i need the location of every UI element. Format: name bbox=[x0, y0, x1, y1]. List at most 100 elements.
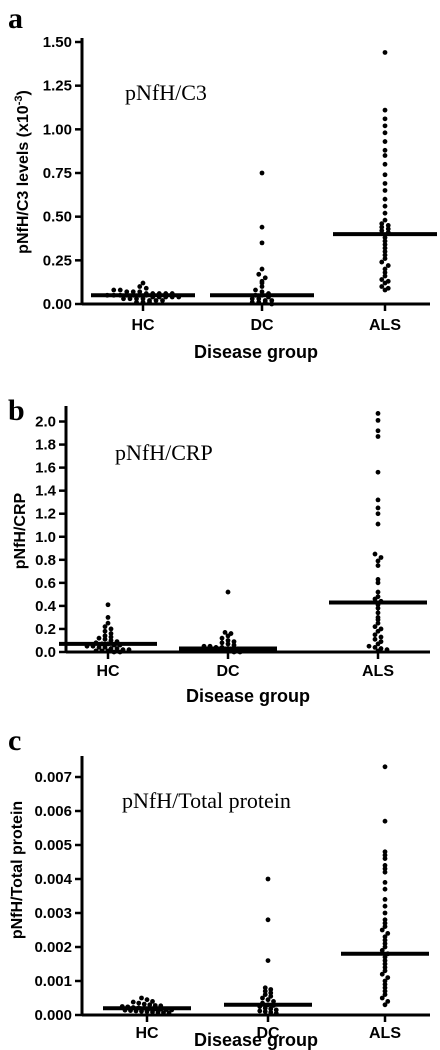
data-point bbox=[372, 596, 378, 602]
y-tick-label: 0.005 bbox=[34, 837, 72, 854]
data-point bbox=[379, 277, 385, 282]
data-point bbox=[382, 924, 388, 929]
x-tick-label: HC bbox=[135, 1025, 159, 1042]
data-point bbox=[375, 610, 381, 616]
data-point bbox=[382, 242, 388, 248]
data-point bbox=[375, 620, 381, 626]
data-point bbox=[108, 638, 114, 643]
data-point bbox=[382, 869, 388, 875]
data-point bbox=[166, 1010, 172, 1016]
data-point bbox=[237, 649, 243, 655]
data-point bbox=[379, 228, 385, 234]
data-point bbox=[140, 280, 146, 286]
data-point bbox=[231, 649, 237, 655]
y-tick-label: 0.6 bbox=[35, 575, 56, 592]
data-point bbox=[382, 965, 388, 970]
data-point bbox=[141, 1001, 147, 1007]
x-tick-label: ALS bbox=[369, 1025, 401, 1042]
data-point bbox=[147, 299, 152, 305]
data-point bbox=[126, 647, 132, 653]
data-point bbox=[93, 648, 99, 654]
y-tick-label: 1.50 bbox=[43, 34, 72, 51]
data-point bbox=[382, 273, 388, 279]
panel-label: a bbox=[8, 2, 23, 35]
data-point bbox=[382, 961, 388, 967]
x-tick-label: ALS bbox=[369, 317, 401, 334]
data-point bbox=[385, 931, 391, 936]
data-point bbox=[382, 139, 388, 144]
y-axis-title: pNfH/C3 levels (x10-3) bbox=[13, 90, 32, 254]
data-point bbox=[271, 999, 276, 1004]
data-point bbox=[372, 644, 378, 650]
data-point bbox=[382, 238, 388, 244]
data-point bbox=[382, 992, 388, 997]
panel-label: b bbox=[8, 394, 25, 427]
data-point bbox=[372, 551, 378, 557]
data-point bbox=[375, 617, 381, 623]
data-point bbox=[375, 521, 381, 527]
data-point bbox=[382, 50, 388, 55]
y-tick-label: 1.2 bbox=[35, 506, 56, 523]
data-point bbox=[150, 999, 155, 1004]
data-point bbox=[259, 170, 265, 176]
data-point bbox=[269, 301, 275, 307]
data-point bbox=[382, 252, 388, 258]
data-point bbox=[139, 995, 144, 1001]
data-point bbox=[134, 299, 139, 305]
data-point bbox=[121, 296, 126, 302]
data-point bbox=[382, 978, 388, 984]
data-point bbox=[105, 615, 111, 620]
y-tick-label: 0.003 bbox=[34, 905, 72, 922]
data-point bbox=[375, 428, 381, 434]
data-point bbox=[382, 818, 388, 824]
data-point bbox=[259, 224, 265, 230]
data-point bbox=[382, 217, 388, 223]
data-point bbox=[382, 937, 388, 943]
data-point bbox=[262, 1005, 268, 1011]
data-point bbox=[378, 634, 384, 640]
data-point bbox=[225, 633, 231, 639]
data-point bbox=[372, 632, 378, 638]
data-point bbox=[375, 434, 381, 439]
data-point bbox=[375, 641, 381, 647]
data-point bbox=[382, 245, 388, 251]
data-point bbox=[382, 968, 388, 974]
chart-title: pNfH/CRP bbox=[115, 440, 213, 465]
data-point bbox=[385, 226, 391, 232]
data-point bbox=[382, 917, 388, 923]
data-point bbox=[96, 635, 102, 641]
data-point bbox=[382, 849, 388, 855]
data-point bbox=[382, 863, 388, 868]
data-point bbox=[382, 123, 388, 129]
x-tick-label: DC bbox=[250, 317, 274, 334]
data-point bbox=[262, 275, 268, 281]
data-point bbox=[379, 948, 385, 953]
y-tick-label: 0.25 bbox=[43, 252, 72, 269]
data-point bbox=[382, 181, 388, 186]
y-tick-label: 1.6 bbox=[35, 460, 56, 477]
data-point bbox=[382, 1002, 388, 1008]
data-point bbox=[375, 648, 381, 654]
data-point bbox=[379, 927, 385, 933]
panel-label: c bbox=[8, 724, 21, 757]
data-point bbox=[378, 555, 384, 560]
data-point bbox=[269, 298, 275, 303]
data-point bbox=[117, 287, 123, 293]
data-point bbox=[140, 299, 146, 305]
data-point bbox=[134, 296, 139, 302]
data-point bbox=[268, 987, 274, 992]
data-point bbox=[382, 249, 388, 255]
y-tick-label: 1.25 bbox=[43, 78, 72, 95]
y-tick-label: 0.50 bbox=[43, 209, 72, 226]
data-point bbox=[375, 589, 381, 595]
data-point bbox=[382, 266, 388, 272]
data-point bbox=[382, 941, 388, 946]
data-point bbox=[385, 999, 391, 1004]
data-point bbox=[144, 1009, 150, 1014]
data-point bbox=[262, 985, 268, 991]
data-point bbox=[382, 910, 388, 916]
data-point bbox=[117, 649, 123, 655]
data-point bbox=[375, 505, 381, 511]
data-point bbox=[268, 1006, 274, 1012]
